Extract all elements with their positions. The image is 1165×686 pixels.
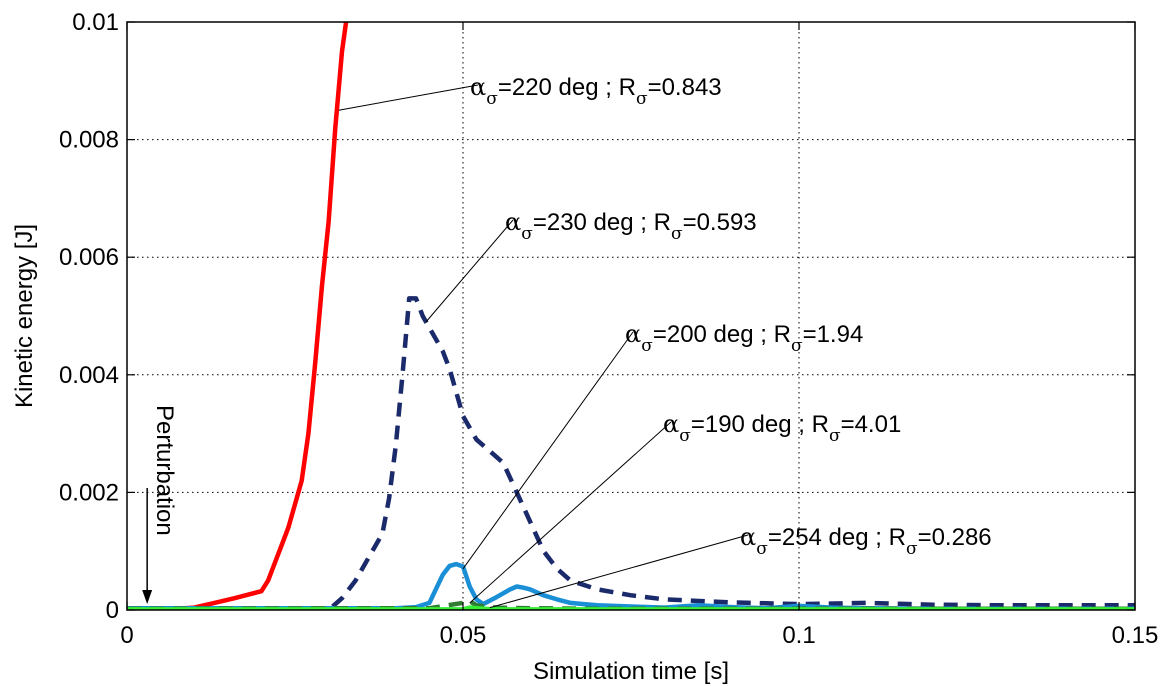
r-value: =0.286: [918, 524, 992, 551]
annotation-label-a254: ασ=254 deg ; Rσ=0.286: [740, 523, 992, 559]
series-line-a220: [127, 22, 349, 610]
y-tick-label: 0: [106, 597, 119, 624]
r-subscript: σ: [906, 539, 918, 559]
alpha-subscript: σ: [521, 224, 533, 244]
alpha-symbol: α: [740, 523, 756, 551]
alpha-symbol: α: [625, 320, 641, 348]
annotation-leader-a220: [338, 84, 479, 111]
r-value: =0.593: [683, 209, 757, 236]
r-subscript: σ: [636, 89, 648, 109]
alpha-symbol: α: [505, 208, 521, 236]
r-symbol: R: [889, 524, 906, 551]
series-line-a254: [127, 605, 1135, 610]
r-subscript: σ: [829, 426, 841, 446]
perturbation-label: Perturbation: [151, 405, 178, 536]
x-tick-label: 0.1: [782, 622, 815, 649]
alpha-value: =254 deg ;: [768, 524, 889, 551]
perturbation-arrow-head: [142, 590, 153, 604]
x-axis-label: Simulation time [s]: [533, 658, 729, 685]
y-tick-label: 0.004: [59, 362, 119, 389]
r-symbol: R: [812, 411, 829, 438]
series-line-a230: [127, 296, 1135, 610]
r-value: =1.94: [803, 321, 864, 348]
r-symbol: R: [774, 321, 791, 348]
annotation-label-a230: ασ=230 deg ; Rσ=0.593: [505, 208, 757, 244]
alpha-symbol: α: [663, 410, 679, 438]
annotation-label-a190: ασ=190 deg ; Rσ=4.01: [663, 410, 901, 446]
alpha-value: =190 deg ;: [691, 411, 812, 438]
annotation-leader-a230: [425, 219, 514, 323]
alpha-value: =200 deg ;: [653, 321, 774, 348]
y-tick-label: 0.006: [59, 244, 119, 271]
alpha-subscript: σ: [486, 89, 498, 109]
series-lines: [127, 22, 1135, 610]
y-tick-label: 0.01: [72, 9, 119, 36]
series-line-a200: [127, 561, 1135, 610]
x-tick-label: 0.15: [1112, 622, 1159, 649]
perturbation-marker: Perturbation: [142, 405, 178, 604]
alpha-value: =220 deg ;: [498, 74, 619, 101]
annotation-leader-a190: [469, 421, 672, 604]
plot-frame: [126, 21, 1136, 611]
axis-ticks: 0 0.05 0.1 0.15 0 0.002 0.004 0.006 0.008 0.01: [59, 9, 1158, 649]
r-subscript: σ: [791, 336, 803, 356]
annotation-label-a220: ασ=220 deg ; Rσ=0.843: [470, 73, 722, 109]
r-value: =0.843: [648, 74, 722, 101]
alpha-subscript: σ: [679, 426, 691, 446]
alpha-subscript: σ: [756, 539, 768, 559]
annotation-leader-a254: [489, 534, 749, 609]
y-tick-label: 0.002: [59, 479, 119, 506]
x-tick-label: 0: [120, 622, 133, 649]
alpha-value: =230 deg ;: [533, 209, 654, 236]
alpha-subscript: σ: [641, 336, 653, 356]
r-symbol: R: [619, 74, 636, 101]
grid-lines: [127, 22, 1135, 610]
x-tick-label: 0.05: [440, 622, 487, 649]
r-subscript: σ: [671, 224, 683, 244]
y-axis-label: Kinetic energy [J]: [11, 224, 38, 408]
r-symbol: R: [654, 209, 671, 236]
alpha-symbol: α: [470, 73, 486, 101]
annotation-label-a200: ασ=200 deg ; Rσ=1.94: [625, 320, 863, 356]
annotation-leader-a200: [462, 331, 634, 570]
r-value: =4.01: [841, 411, 902, 438]
y-tick-label: 0.008: [59, 127, 119, 154]
